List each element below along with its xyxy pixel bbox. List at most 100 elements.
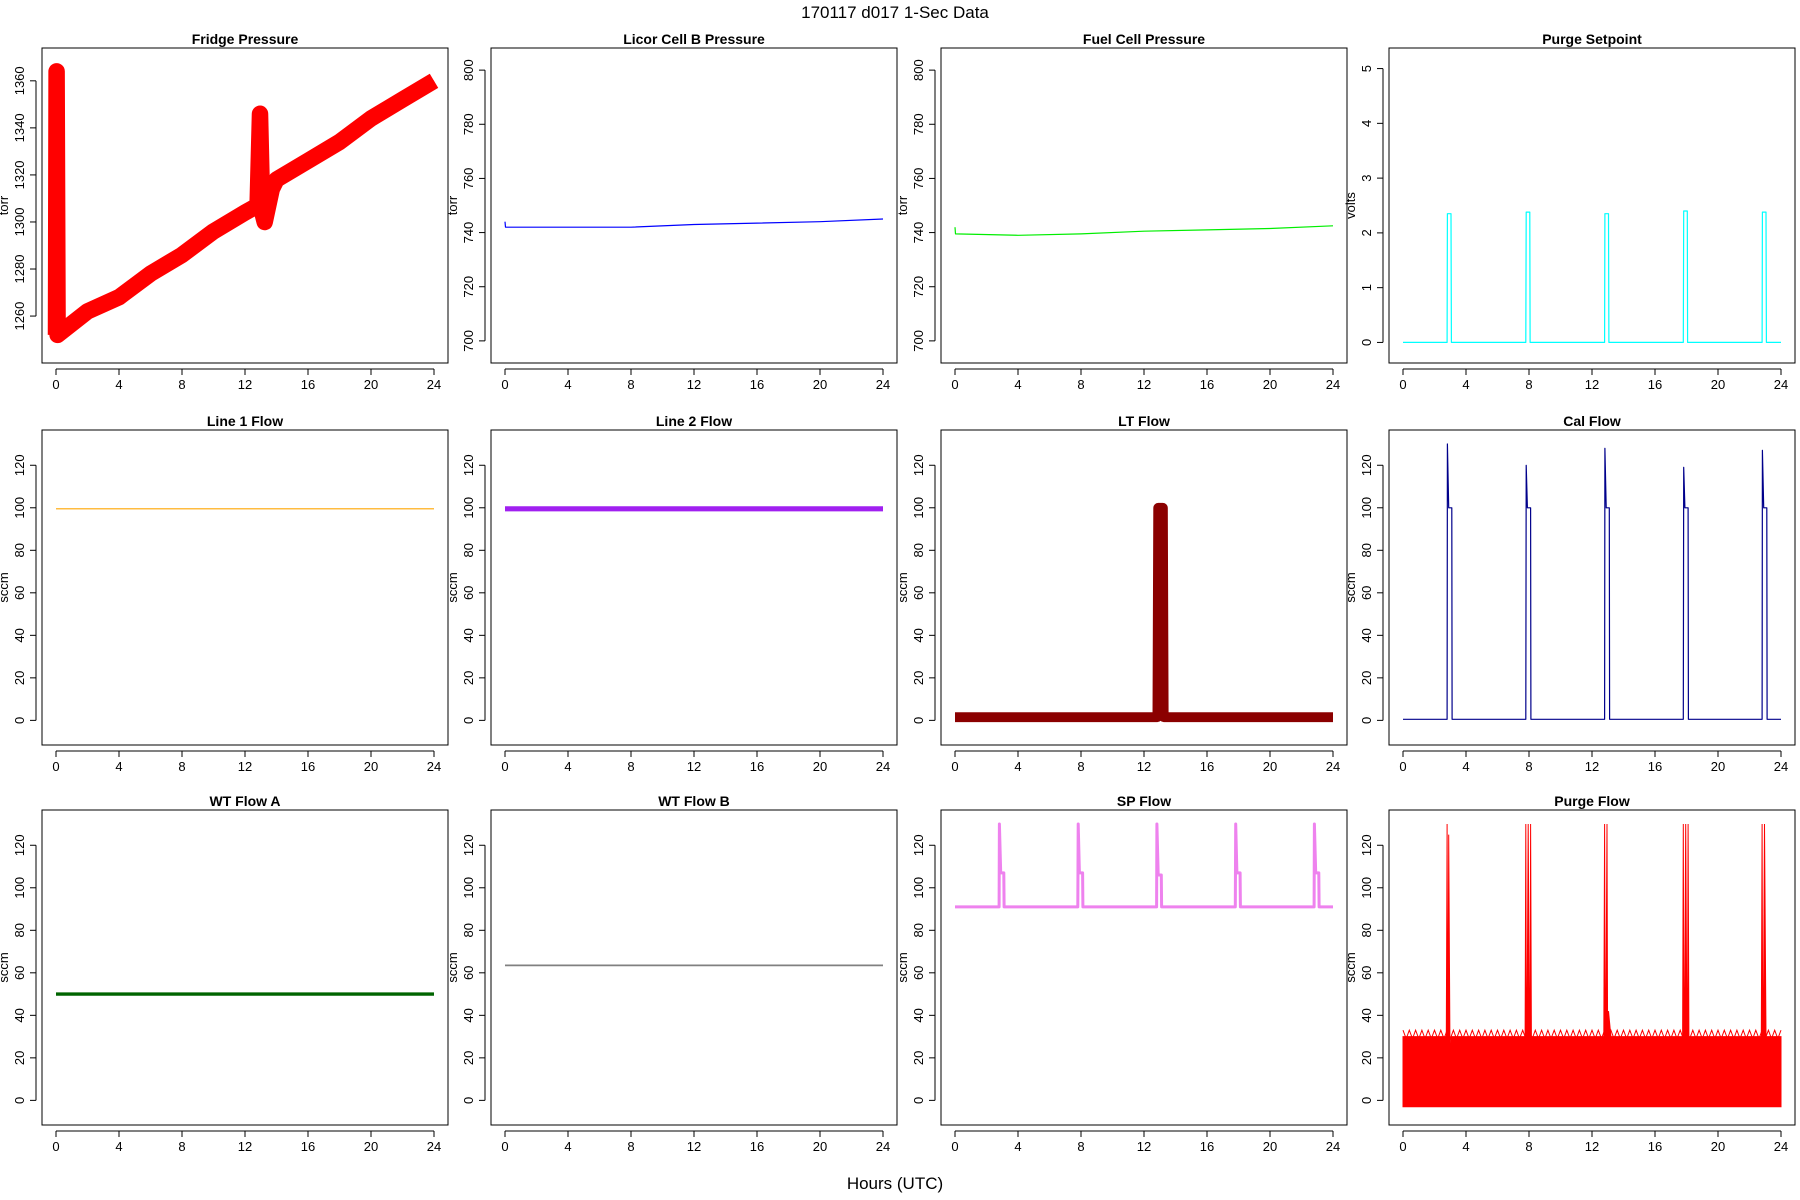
panel-title: Cal Flow: [1563, 413, 1621, 429]
x-tick-label: 12: [1585, 759, 1599, 774]
x-tick-label: 4: [115, 759, 122, 774]
y-tick-label: 20: [12, 1051, 27, 1065]
panel-fridge-pressure: Fridge Pressure torr 0 4 8 12 16 20 24 1260 1280 13…: [0, 31, 449, 392]
x-tick-label: 24: [876, 377, 890, 392]
x-tick-label: 0: [501, 759, 508, 774]
y-tick-label: 120: [461, 834, 476, 856]
panel-title: LT Flow: [1118, 413, 1170, 429]
x-tick-label: 24: [1774, 759, 1788, 774]
x-tick-label: 20: [1711, 759, 1725, 774]
x-tick-label: 4: [564, 1139, 571, 1154]
x-tick-label: 8: [178, 1139, 185, 1154]
y-tick-label: 5: [1359, 65, 1374, 72]
series-noise-edge: [1402, 1028, 1782, 1041]
plot-frame: [490, 429, 898, 746]
y-tick-label: 120: [911, 834, 926, 856]
y-tick-label: 80: [1359, 923, 1374, 937]
y-tick-label: 100: [911, 497, 926, 519]
y-tick-label: 3: [1359, 174, 1374, 181]
x-tick-label: 0: [1399, 377, 1406, 392]
x-tick-label: 4: [1014, 759, 1021, 774]
panel-cal-flow: Cal Flow sccm 0 4 8 12 16 20 24 0 20 40 60 80 100 120: [1343, 413, 1796, 774]
x-tick-label: 0: [1399, 1139, 1406, 1154]
plot-frame: [940, 47, 1348, 364]
x-tick-label: 24: [427, 377, 441, 392]
y-tick-label: 100: [1359, 497, 1374, 519]
x-tick-label: 16: [301, 1139, 315, 1154]
x-tick-label: 24: [427, 759, 441, 774]
y-tick-label: 0: [911, 1097, 926, 1104]
y-tick-label: 0: [1359, 717, 1374, 724]
series-area: [1402, 823, 1782, 1108]
y-tick-label: 100: [461, 877, 476, 899]
y-axis-label: sccm: [895, 572, 910, 602]
plot-frame: [940, 809, 1348, 1126]
y-axis-label: sccm: [895, 952, 910, 982]
y-tick-label: 1300: [12, 208, 27, 237]
x-tick-label: 4: [115, 377, 122, 392]
x-tick-label: 8: [1077, 759, 1084, 774]
y-tick-label: 100: [461, 497, 476, 519]
panel-title: SP Flow: [1117, 793, 1171, 809]
y-tick-label: 120: [1359, 454, 1374, 476]
x-tick-label: 16: [1648, 1139, 1662, 1154]
y-tick-label: 100: [12, 877, 27, 899]
x-tick-label: 12: [238, 1139, 252, 1154]
y-tick-label: 120: [911, 454, 926, 476]
x-tick-label: 0: [951, 759, 958, 774]
plot-frame: [490, 809, 898, 1126]
series-line: [47, 63, 439, 344]
y-tick-label: 60: [1359, 966, 1374, 980]
x-tick-label: 0: [52, 1139, 59, 1154]
series-line: [504, 218, 884, 228]
panel-title: Purge Flow: [1554, 793, 1630, 809]
x-tick-label: 8: [178, 377, 185, 392]
panel-wt-flow-a: WT Flow A sccm 0 4 8 12 16 20 24 0 20 40 60 80 100 120: [0, 793, 449, 1154]
y-tick-label: 100: [911, 877, 926, 899]
panel-lt-flow: LT Flow sccm 0 4 8 12 16 20 24 0 20 40 60 80 100 120: [895, 413, 1348, 774]
y-tick-label: 20: [12, 671, 27, 685]
x-tick-label: 16: [1648, 759, 1662, 774]
series-line: [955, 502, 1333, 723]
y-tick-label: 780: [911, 113, 926, 135]
x-tick-label: 24: [1326, 377, 1340, 392]
panel-title: Licor Cell B Pressure: [623, 31, 765, 47]
x-tick-label: 8: [1077, 1139, 1084, 1154]
series-line: [1403, 443, 1781, 720]
y-axis-label: sccm: [1343, 952, 1358, 982]
y-tick-label: 120: [461, 454, 476, 476]
y-tick-label: 20: [461, 671, 476, 685]
y-tick-label: 60: [461, 966, 476, 980]
panel-line-2-flow: Line 2 Flow sccm 0 4 8 12 16 20 24 0 20 40 60 80 100 12…: [445, 413, 898, 774]
plot-frame: [1388, 429, 1796, 746]
panel-title: Fridge Pressure: [192, 31, 299, 47]
x-tick-label: 8: [627, 1139, 634, 1154]
y-tick-label: 40: [12, 1008, 27, 1022]
series-line-core: [955, 507, 1333, 718]
y-tick-label: 80: [12, 543, 27, 557]
y-tick-label: 2: [1359, 229, 1374, 236]
panel-licor-cell-b-pressure: Licor Cell B Pressure torr 0 4 8 12 16 20 24 700 7…: [445, 31, 898, 392]
x-tick-label: 16: [301, 759, 315, 774]
x-tick-label: 12: [238, 759, 252, 774]
y-tick-label: 1260: [12, 302, 27, 331]
y-tick-label: 40: [1359, 628, 1374, 642]
panel-title: WT Flow B: [658, 793, 730, 809]
x-tick-label: 16: [1200, 759, 1214, 774]
y-tick-label: 20: [1359, 671, 1374, 685]
x-tick-label: 16: [750, 759, 764, 774]
x-tick-label: 20: [813, 759, 827, 774]
x-tick-label: 8: [1525, 377, 1532, 392]
y-tick-label: 60: [461, 586, 476, 600]
plot-frame: [41, 429, 449, 746]
x-tick-label: 16: [1648, 377, 1662, 392]
y-axis-label: sccm: [0, 952, 11, 982]
y-tick-label: 40: [1359, 1008, 1374, 1022]
x-tick-label: 12: [1585, 377, 1599, 392]
y-tick-label: 20: [911, 1051, 926, 1065]
panel-sp-flow: SP Flow sccm 0 4 8 12 16 20 24 0 20 40 60 80 100 120: [895, 793, 1348, 1154]
y-tick-label: 80: [1359, 543, 1374, 557]
panel-title: Line 1 Flow: [207, 413, 283, 429]
x-tick-label: 16: [750, 377, 764, 392]
